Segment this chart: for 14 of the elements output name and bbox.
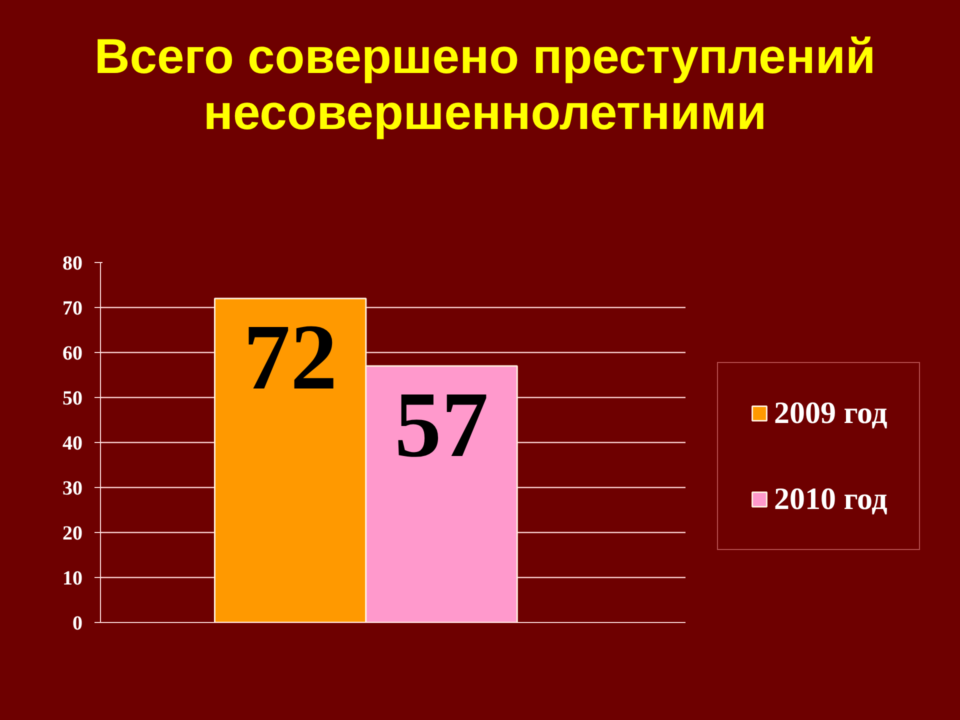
data-label: 72 <box>243 306 338 410</box>
legend-label: 2009 год <box>774 395 888 431</box>
y-tick-label: 60 <box>62 342 82 364</box>
y-tick-label: 20 <box>62 522 82 544</box>
chart-title: Всего совершено преступлений несовершеннолетними <box>93 29 877 141</box>
y-tick-label: 80 <box>62 252 82 274</box>
y-tick-label: 50 <box>62 388 82 410</box>
data-label: 57 <box>394 373 489 477</box>
y-tick-label: 0 <box>72 612 82 634</box>
y-tick-label: 70 <box>62 298 82 320</box>
legend-label: 2010 год <box>774 481 888 517</box>
y-tick-label: 40 <box>62 432 82 454</box>
y-tick-label: 30 <box>62 478 82 500</box>
y-tick-label: 10 <box>62 568 82 590</box>
